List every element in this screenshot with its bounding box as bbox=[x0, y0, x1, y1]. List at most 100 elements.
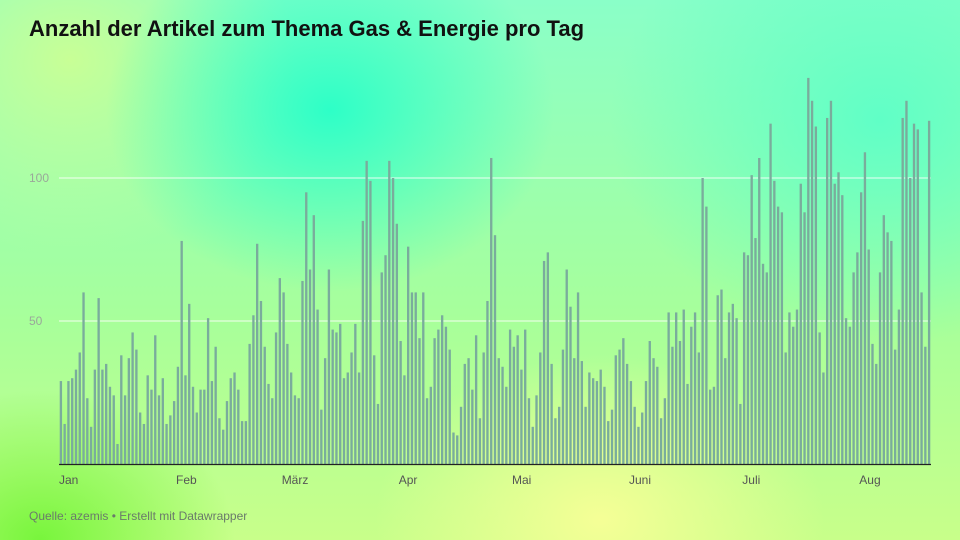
bar bbox=[512, 346, 516, 464]
bar bbox=[508, 329, 512, 464]
bar bbox=[263, 346, 266, 464]
bar bbox=[807, 77, 810, 465]
x-tick-label: März bbox=[282, 473, 309, 487]
bar bbox=[395, 223, 399, 464]
bar bbox=[493, 235, 497, 464]
bar bbox=[286, 343, 289, 464]
bar bbox=[146, 375, 149, 464]
bar bbox=[591, 378, 595, 464]
bar bbox=[610, 409, 614, 464]
bar bbox=[878, 272, 882, 464]
bar bbox=[803, 212, 806, 464]
bar bbox=[138, 412, 142, 464]
bar bbox=[157, 395, 161, 464]
bar bbox=[765, 272, 768, 464]
bar bbox=[335, 332, 338, 464]
bar bbox=[188, 303, 191, 464]
bar bbox=[739, 403, 742, 464]
bar bbox=[667, 312, 670, 464]
bar bbox=[108, 386, 112, 464]
bar bbox=[297, 398, 300, 464]
gridlines: 50 100 bbox=[29, 171, 931, 328]
bar bbox=[897, 309, 901, 464]
bar bbox=[482, 352, 485, 464]
bar bbox=[323, 358, 327, 464]
bar bbox=[693, 312, 697, 464]
bar bbox=[456, 435, 459, 464]
bar bbox=[478, 418, 482, 464]
bar bbox=[701, 178, 704, 464]
bar bbox=[622, 338, 625, 464]
bar bbox=[588, 372, 591, 464]
bar bbox=[599, 369, 602, 464]
bar bbox=[248, 343, 251, 464]
bar bbox=[546, 252, 550, 464]
bar bbox=[886, 232, 889, 464]
x-tick-label: Apr bbox=[399, 473, 418, 487]
bar bbox=[644, 381, 648, 464]
bar bbox=[71, 378, 74, 464]
bar bbox=[127, 358, 131, 464]
bar bbox=[554, 418, 557, 464]
bar bbox=[259, 300, 263, 464]
bar bbox=[780, 212, 784, 464]
bar bbox=[161, 378, 164, 464]
bar bbox=[86, 398, 89, 464]
bar bbox=[516, 335, 519, 464]
bar bbox=[750, 175, 753, 464]
bar bbox=[407, 246, 410, 464]
bar bbox=[690, 326, 693, 464]
bar bbox=[410, 292, 414, 464]
bar bbox=[542, 260, 546, 464]
bar bbox=[735, 318, 738, 464]
bar bbox=[433, 338, 436, 464]
bar bbox=[920, 292, 923, 464]
bar bbox=[573, 358, 576, 464]
bar bbox=[633, 406, 636, 464]
bar bbox=[218, 418, 221, 464]
bar bbox=[471, 389, 474, 464]
bar bbox=[244, 421, 248, 464]
bar bbox=[659, 418, 663, 464]
bar bbox=[678, 341, 682, 464]
bar bbox=[101, 369, 104, 464]
bar bbox=[607, 421, 610, 464]
bar bbox=[301, 280, 304, 464]
bar bbox=[274, 332, 278, 464]
bar bbox=[527, 398, 531, 464]
bar bbox=[357, 372, 361, 464]
bar bbox=[63, 423, 66, 464]
bar bbox=[380, 272, 383, 464]
bar bbox=[206, 318, 210, 464]
x-tick-label: Feb bbox=[176, 473, 197, 487]
bar bbox=[135, 349, 138, 464]
bar bbox=[203, 389, 206, 464]
bar bbox=[686, 383, 689, 464]
bar bbox=[773, 180, 776, 465]
bar bbox=[256, 243, 259, 464]
bar bbox=[369, 180, 372, 465]
bar bbox=[459, 406, 463, 464]
bar bbox=[131, 332, 134, 464]
bar bbox=[474, 335, 478, 464]
bar bbox=[769, 123, 772, 464]
bar bbox=[833, 183, 836, 464]
bar bbox=[859, 192, 863, 465]
bar bbox=[233, 372, 236, 464]
bar bbox=[440, 315, 444, 464]
bar bbox=[191, 386, 195, 464]
bar bbox=[123, 395, 127, 464]
bar bbox=[225, 401, 229, 464]
bar bbox=[712, 386, 716, 464]
bar bbox=[731, 303, 734, 464]
bar bbox=[705, 206, 708, 464]
bar bbox=[467, 358, 470, 464]
bar bbox=[112, 395, 115, 464]
bar bbox=[848, 326, 852, 464]
bar bbox=[716, 295, 719, 464]
bar bbox=[490, 157, 493, 465]
bar bbox=[539, 352, 542, 464]
bar bbox=[150, 389, 153, 464]
bar bbox=[656, 366, 659, 464]
bar bbox=[365, 160, 368, 464]
